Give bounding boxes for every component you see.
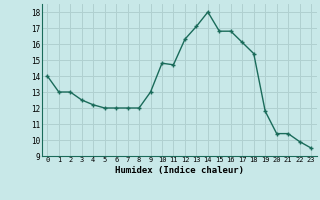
X-axis label: Humidex (Indice chaleur): Humidex (Indice chaleur)	[115, 166, 244, 175]
